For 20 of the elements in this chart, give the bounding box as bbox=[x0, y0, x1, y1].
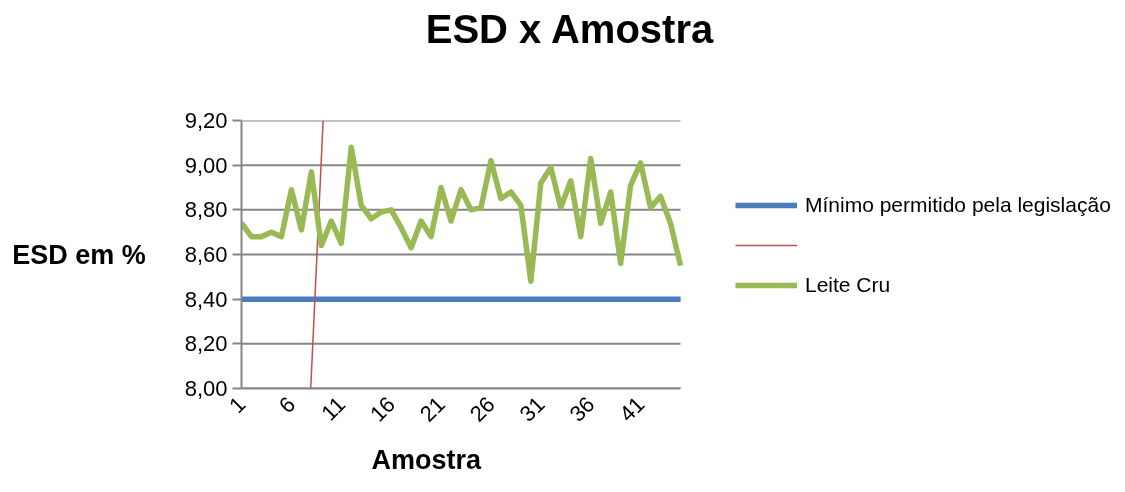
y-tick-label: 8,80 bbox=[184, 197, 228, 223]
y-tick-label: 8,60 bbox=[184, 242, 228, 267]
y-tick-label: 8,40 bbox=[184, 286, 228, 312]
y-tick-label: 9,00 bbox=[184, 152, 228, 178]
y-axis-title: ESD em % bbox=[12, 239, 146, 270]
legend-label: Leite Cru bbox=[805, 272, 891, 298]
x-tick-label: 21 bbox=[414, 391, 450, 427]
x-tick-label: 16 bbox=[365, 391, 401, 427]
x-tick-label: 26 bbox=[464, 391, 500, 427]
y-tick-label: 9,20 bbox=[184, 108, 228, 133]
x-tick-label: 11 bbox=[316, 391, 351, 426]
x-tick-label: 6 bbox=[273, 391, 301, 418]
y-tick-label: 8,20 bbox=[184, 331, 228, 357]
y-tick-label: 8,00 bbox=[184, 376, 228, 401]
legend-label: Mínimo permitido pela legislação bbox=[805, 192, 1111, 218]
x-tick-label: 36 bbox=[564, 391, 600, 427]
x-tick-label: 31 bbox=[514, 391, 550, 427]
x-tick-label: 41 bbox=[614, 391, 650, 427]
chart-title: ESD x Amostra bbox=[425, 6, 714, 53]
x-axis-title: Amostra bbox=[371, 444, 483, 475]
